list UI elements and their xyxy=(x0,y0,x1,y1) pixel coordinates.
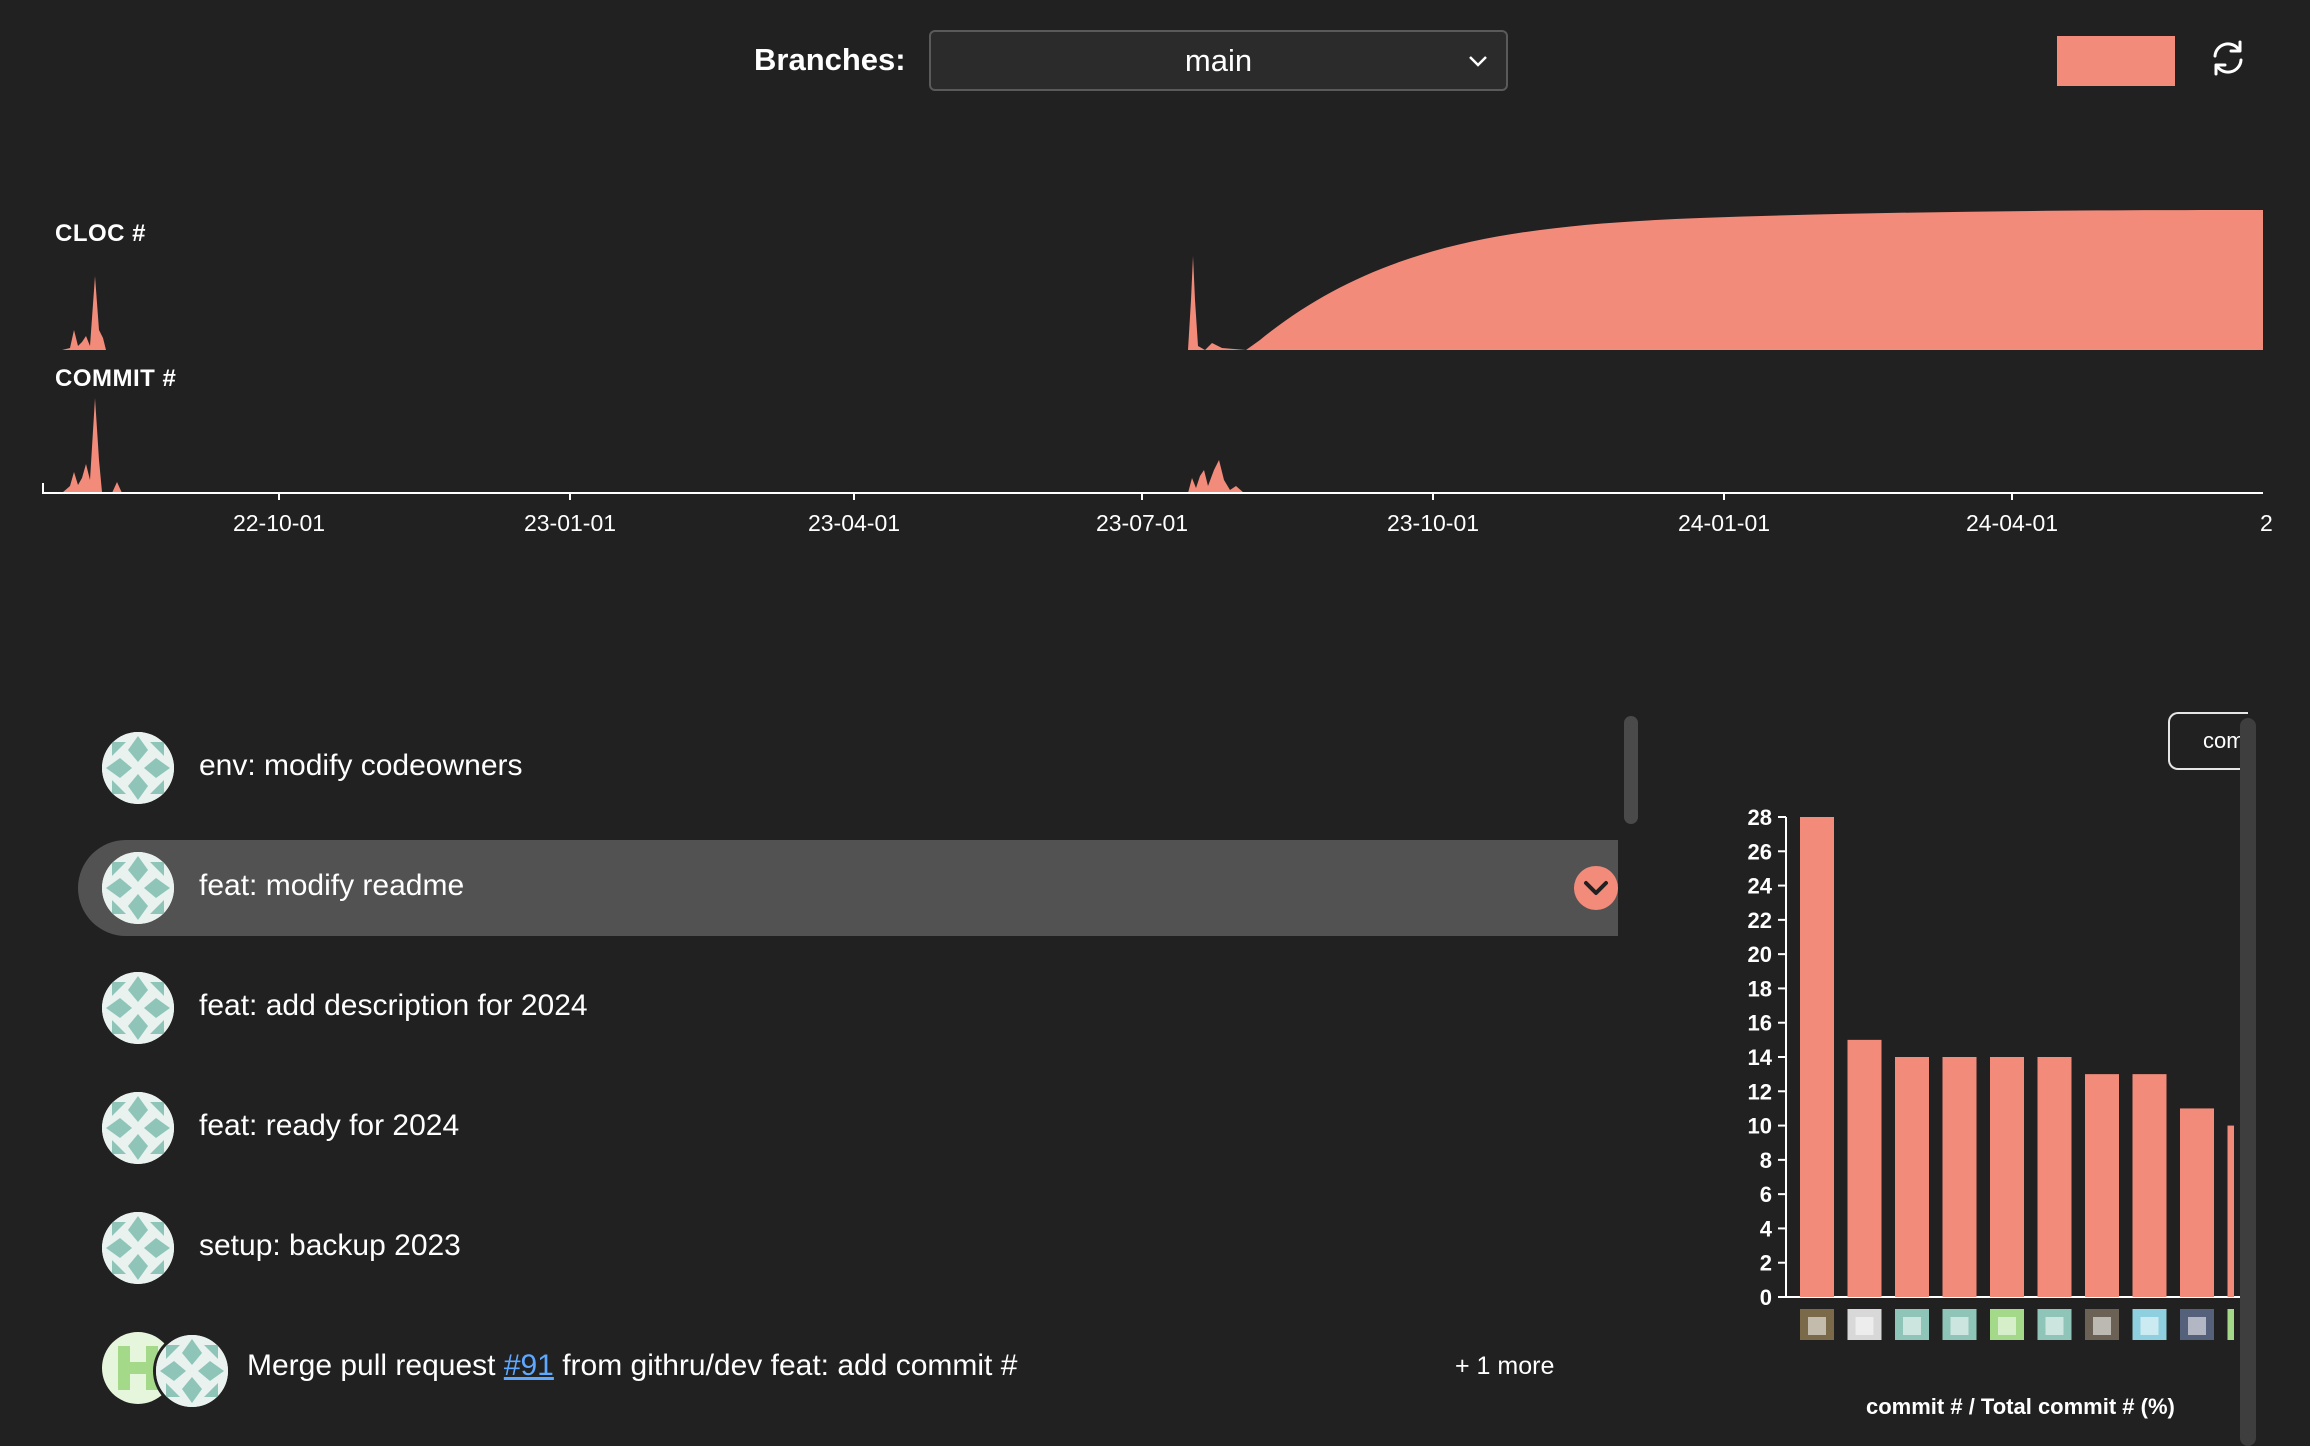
author-avatar xyxy=(102,1212,174,1284)
identicon-pattern xyxy=(102,732,174,804)
commit-message: feat: add description for 2024 xyxy=(199,989,588,1022)
author-bar[interactable] xyxy=(2180,1108,2214,1297)
author-avatar-thumbnail-detail xyxy=(2140,1317,2159,1335)
timeline-tick-label: 24-01-01 xyxy=(1677,510,1771,536)
commit-item-selected[interactable]: feat: modify readme xyxy=(78,840,1618,936)
timeline-tick-label: 2 xyxy=(2260,510,2273,536)
refresh-icon[interactable] xyxy=(2206,36,2250,80)
commit-spike-area xyxy=(62,398,122,493)
author-bar[interactable] xyxy=(1847,1039,1882,1297)
timeline-tick-marks xyxy=(278,493,2013,500)
branch-toolbar: Branches: main xyxy=(0,0,2310,124)
bar-chart-y-tick-label: 16 xyxy=(1748,1011,1772,1036)
bar-chart-xlabel: commit # / Total commit # (%) xyxy=(1866,1394,2175,1419)
bar-chart-y-tick-label: 28 xyxy=(1748,805,1772,830)
bar-chart-y-tick-label: 6 xyxy=(1760,1182,1772,1207)
timeline-svg xyxy=(42,210,2263,500)
identicon-pattern xyxy=(102,1212,174,1284)
author-bar[interactable] xyxy=(1895,1057,1929,1297)
identicon-pattern xyxy=(102,852,174,924)
author-bar[interactable] xyxy=(2085,1074,2119,1297)
author-bar[interactable] xyxy=(2037,1057,2072,1297)
author-avatar-thumbnail-detail xyxy=(1855,1317,1874,1335)
author-avatar-thumbnail-detail xyxy=(1950,1317,1969,1335)
chevron-down-icon xyxy=(1469,56,1487,67)
author-avatar-thumbnail-detail xyxy=(1903,1317,1921,1335)
author-bar[interactable] xyxy=(2227,1125,2261,1297)
bar-chart-y-tick-label: 14 xyxy=(1748,1045,1773,1070)
author-avatar-thumbnail xyxy=(2227,1309,2234,1340)
cloc-spike-area xyxy=(62,276,106,350)
commit-cluster-area xyxy=(1188,460,1244,493)
branch-select[interactable]: main xyxy=(929,30,1508,91)
bar-chart-y-tick-label: 18 xyxy=(1748,976,1772,1001)
bar-chart-y-tick-label: 8 xyxy=(1760,1148,1772,1173)
cloc-label: CLOC # xyxy=(55,220,147,247)
identicon-pattern xyxy=(102,1092,174,1164)
theme-color-button[interactable] xyxy=(2057,36,2175,86)
bar-chart-y-tick-label: 12 xyxy=(1748,1079,1772,1104)
identicon-pattern xyxy=(156,1335,228,1407)
author-avatar-thumbnail-detail xyxy=(1998,1317,2016,1335)
bar-chart-y-tick-label: 4 xyxy=(1760,1216,1773,1241)
commit-item[interactable]: env: modify codeowners xyxy=(78,720,1618,816)
commit-message: Merge pull request #91 from githru/dev f… xyxy=(247,1349,1017,1383)
bar-chart-y-tick-label: 0 xyxy=(1760,1285,1772,1310)
panel-scrollbar[interactable] xyxy=(2240,718,2256,1446)
commit-message: setup: backup 2023 xyxy=(199,1229,461,1262)
author-avatar-thumbnail-detail xyxy=(2045,1317,2064,1335)
author-bar[interactable] xyxy=(1800,817,1834,1297)
bar-chart-y-tick-label: 26 xyxy=(1748,839,1772,864)
commit-list-scrollbar[interactable] xyxy=(1624,716,1638,824)
timeline-tick-label: 23-04-01 xyxy=(807,510,901,536)
commit-list: env: modify codeowners feat: modify read… xyxy=(78,720,1618,1446)
more-authors-count[interactable]: + 1 more xyxy=(1455,1352,1555,1380)
timeline-tick-label: 23-07-01 xyxy=(1095,510,1189,536)
author-avatar xyxy=(153,1332,231,1410)
branch-selected-value: main xyxy=(1184,43,1253,78)
author-avatar xyxy=(102,1092,174,1164)
bar-chart-y-tick-label: 24 xyxy=(1748,874,1773,899)
timeline-tick-label: 24-04-01 xyxy=(1965,510,2059,536)
commit-message: env: modify codeowners xyxy=(199,749,523,782)
identicon-pattern xyxy=(102,972,174,1044)
author-bar[interactable] xyxy=(1990,1057,2024,1297)
author-avatar-thumbnail-detail xyxy=(2188,1317,2206,1335)
commit-message: feat: ready for 2024 xyxy=(199,1109,460,1142)
commit-item[interactable]: feat: add description for 2024 xyxy=(78,960,1618,1056)
cloc-growth-area xyxy=(1188,210,2263,350)
author-avatar xyxy=(102,972,174,1044)
pull-request-link[interactable]: #91 xyxy=(503,1349,554,1382)
branches-label: Branches: xyxy=(754,42,906,77)
author-bar[interactable] xyxy=(1942,1057,1977,1297)
commit-item[interactable]: setup: backup 2023 xyxy=(78,1200,1618,1296)
expand-button[interactable] xyxy=(1574,866,1618,910)
commit-item[interactable]: feat: ready for 2024 xyxy=(78,1080,1618,1176)
timeline-chart[interactable]: CLOC # COMMIT # 22-10-01 23-01-01 23-04-… xyxy=(0,180,2310,560)
author-avatar-thumbnail-detail xyxy=(2093,1317,2111,1335)
commit-item-merge[interactable]: Merge pull request #91 from githru/dev f… xyxy=(78,1320,1618,1416)
author-bar[interactable] xyxy=(2132,1074,2167,1297)
bar-chart-y-tick-label: 2 xyxy=(1760,1251,1772,1276)
commit-message-suffix: from githru/dev feat: add commit # xyxy=(553,1349,1018,1382)
commit-message-prefix: Merge pull request xyxy=(247,1349,504,1382)
timeline-tick-label: 23-01-01 xyxy=(523,510,617,536)
bar-chart-y-tick-label: 22 xyxy=(1748,908,1772,933)
bar-chart-y-tick-label: 10 xyxy=(1748,1114,1772,1139)
author-avatar xyxy=(102,732,174,804)
timeline-tick-label: 22-10-01 xyxy=(232,510,326,536)
commit-message: feat: modify readme xyxy=(199,869,465,902)
author-avatar-thumbnail-detail xyxy=(1808,1317,1826,1335)
timeline-tick-label: 23-10-01 xyxy=(1386,510,1480,536)
bar-chart-y-tick-label: 20 xyxy=(1748,942,1772,967)
chevron-down-icon xyxy=(1584,881,1608,895)
commit-label: COMMIT # xyxy=(55,365,177,392)
author-avatar xyxy=(102,852,174,924)
